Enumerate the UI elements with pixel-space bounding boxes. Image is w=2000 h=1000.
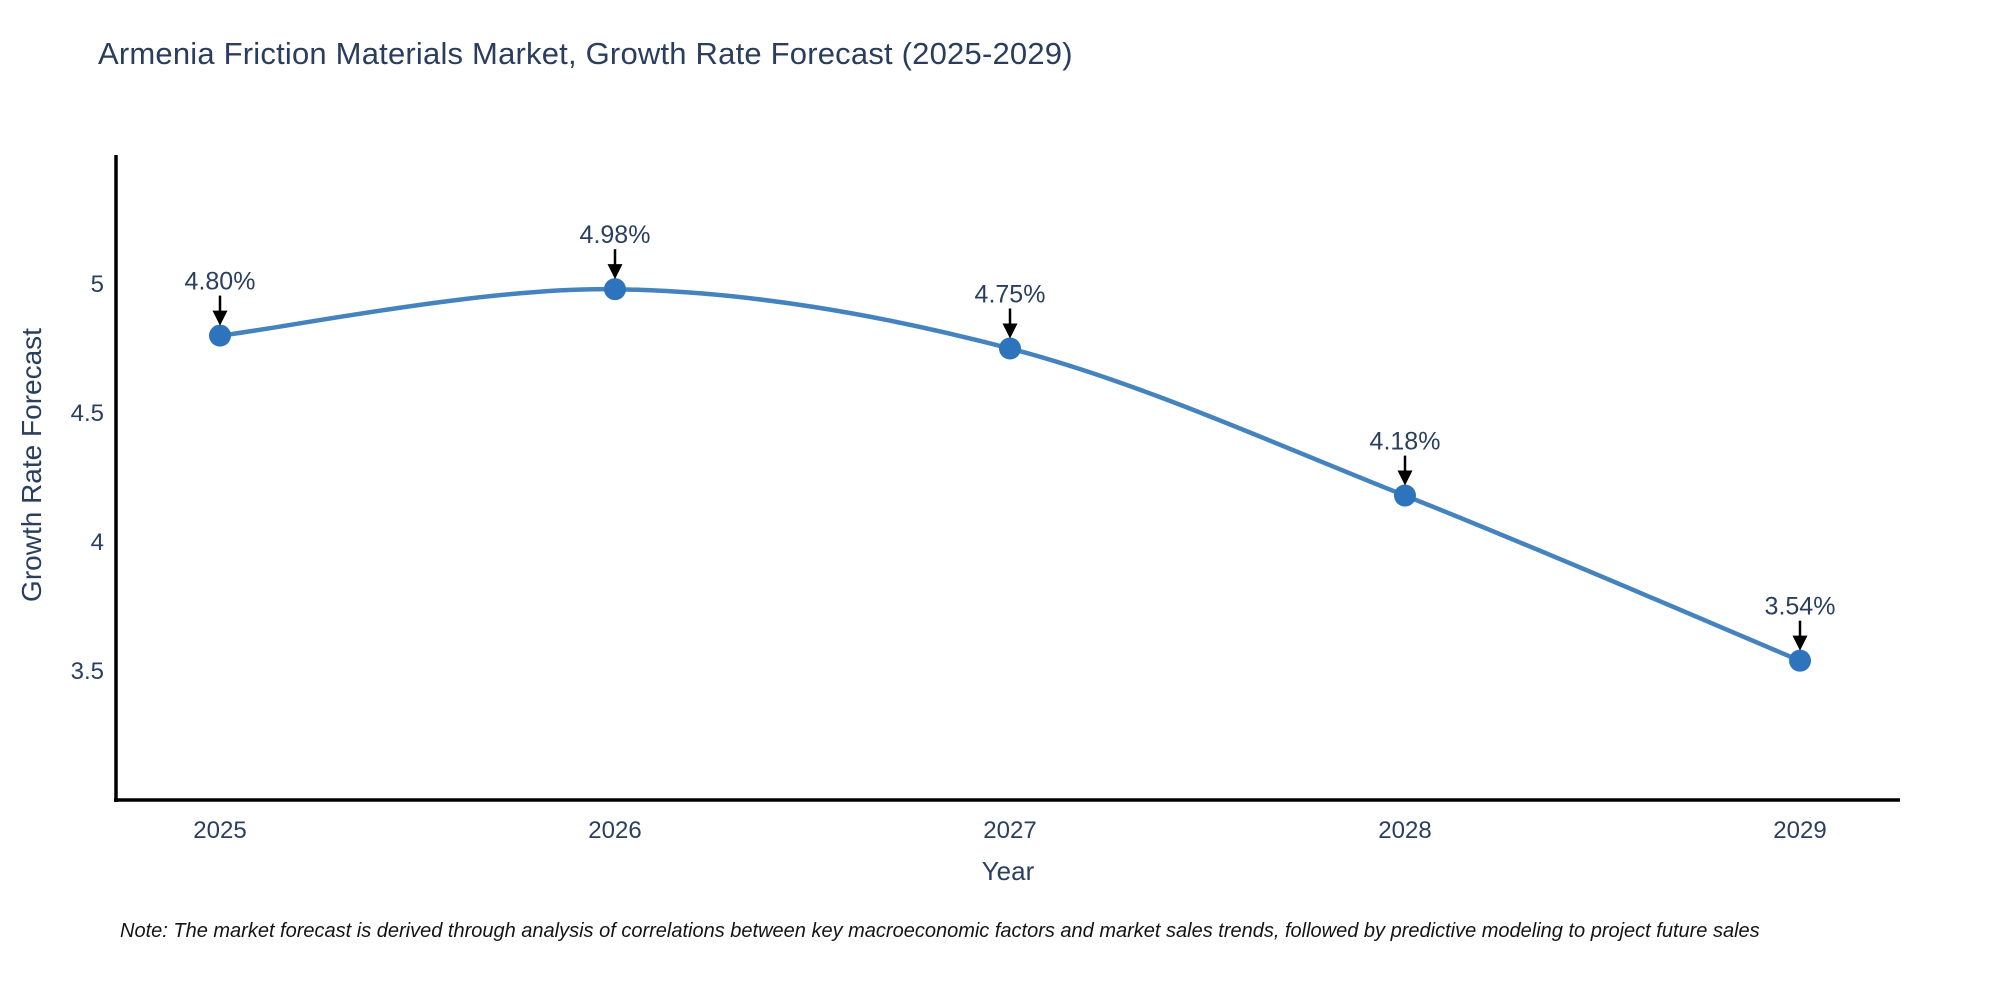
data-point-marker — [209, 324, 231, 347]
x-tick-label: 2029 — [1773, 817, 1826, 844]
annotation-label: 4.18% — [1370, 428, 1441, 456]
data-point-marker — [1394, 484, 1416, 507]
annotation-label: 4.98% — [580, 221, 651, 249]
x-tick-label: 2027 — [983, 817, 1036, 844]
x-tick-label: 2028 — [1378, 817, 1431, 844]
x-axis-title: Year — [981, 856, 1035, 886]
chart-title: Armenia Friction Materials Market, Growt… — [98, 36, 1073, 71]
annotation-label: 4.80% — [185, 268, 256, 296]
annotation-arrowhead — [1002, 323, 1018, 339]
y-tick-label: 5 — [91, 271, 104, 298]
annotation-arrowhead — [607, 264, 623, 280]
annotation-label: 3.54% — [1765, 593, 1836, 621]
annotation-arrowhead — [212, 310, 228, 326]
footnote: Note: The market forecast is derived thr… — [120, 920, 1760, 942]
y-tick-label: 4.5 — [71, 400, 104, 427]
annotation-arrowhead — [1397, 470, 1413, 486]
x-tick-label: 2025 — [193, 817, 246, 844]
data-point-marker — [1789, 649, 1811, 672]
y-tick-label: 4 — [91, 529, 104, 556]
x-tick-label: 2026 — [588, 817, 641, 844]
annotation-label: 4.75% — [975, 281, 1046, 309]
data-point-marker — [604, 278, 626, 301]
data-point-marker — [999, 337, 1021, 360]
y-tick-label: 3.5 — [71, 658, 104, 685]
annotation-arrowhead — [1792, 635, 1808, 651]
